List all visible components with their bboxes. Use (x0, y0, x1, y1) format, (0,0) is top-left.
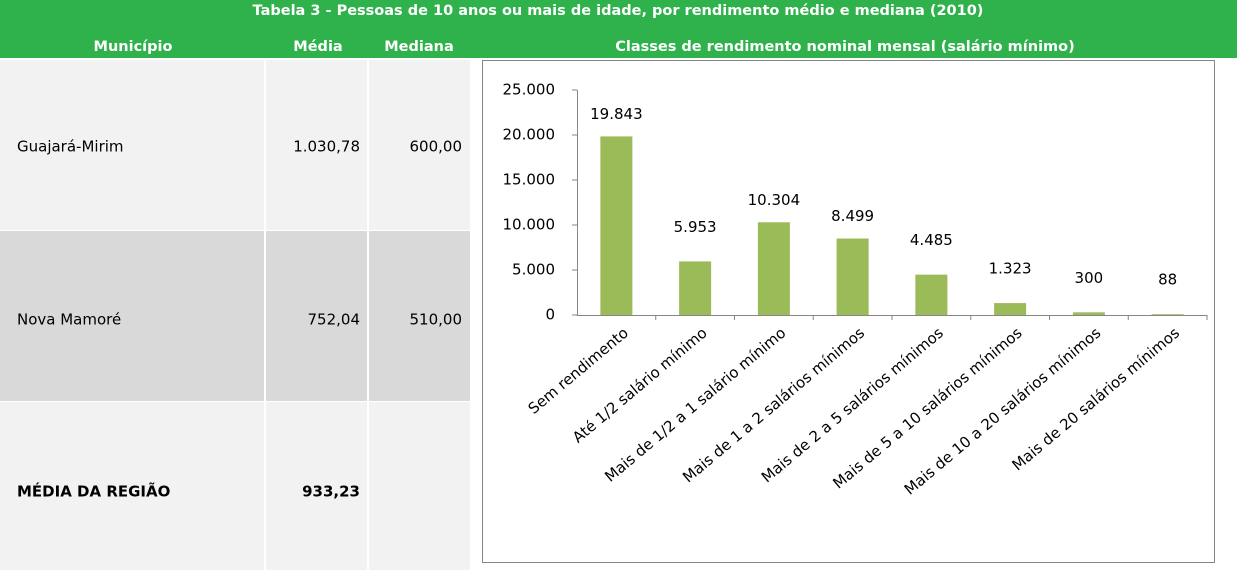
bar (679, 261, 712, 315)
data-label: 5.953 (674, 218, 717, 236)
column-header: Média (293, 39, 342, 55)
cell: 1.030,78 (293, 138, 360, 156)
column-header: Classes de rendimento nominal mensal (sa… (615, 39, 1074, 55)
cell: Nova Mamoré (17, 311, 121, 329)
cell: 600,00 (410, 138, 463, 156)
column-header: Mediana (384, 39, 454, 55)
bar (1072, 312, 1105, 315)
bar (994, 303, 1027, 315)
bar (915, 274, 948, 315)
data-label: 19.843 (590, 105, 643, 123)
y-tick-label: 20.000 (503, 126, 556, 144)
data-label: 8.499 (831, 207, 874, 225)
data-label: 88 (1158, 271, 1177, 289)
y-tick-label: 5.000 (512, 261, 555, 279)
row-bg (0, 60, 470, 230)
table-title: Tabela 3 - Pessoas de 10 anos ou mais de… (253, 3, 984, 19)
y-tick-label: 15.000 (503, 171, 556, 189)
cell: 510,00 (410, 311, 463, 329)
bar (1151, 314, 1184, 315)
row-bg (0, 231, 470, 401)
data-label: 1.323 (989, 260, 1032, 278)
cell: 933,23 (302, 483, 360, 501)
bar (600, 136, 633, 315)
bar (757, 222, 790, 315)
data-label: 10.304 (748, 191, 801, 209)
cell: 752,04 (308, 311, 361, 329)
cell: MÉDIA DA REGIÃO (17, 482, 170, 501)
y-tick-label: 0 (545, 306, 555, 324)
data-label: 4.485 (910, 231, 953, 249)
data-label: 300 (1075, 269, 1104, 287)
column-header: Município (94, 39, 173, 55)
row-bg (0, 402, 470, 570)
header-band (0, 0, 1237, 58)
cell: Guajará-Mirim (17, 138, 124, 156)
y-tick-label: 25.000 (503, 81, 556, 99)
bar (836, 238, 869, 315)
y-tick-label: 10.000 (503, 216, 556, 234)
